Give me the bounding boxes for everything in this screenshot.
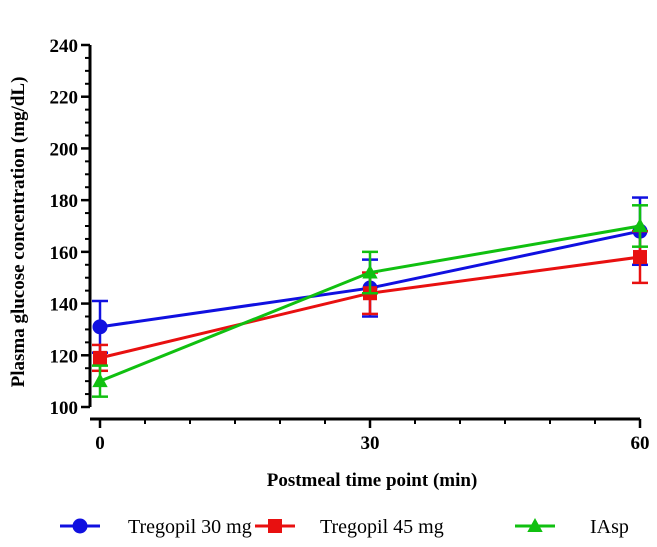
data-point (93, 350, 107, 365)
legend-item-1: Tregopil 30 mg (60, 516, 252, 538)
y-tick-label: 140 (50, 295, 79, 316)
data-point (632, 218, 648, 232)
legend-item-2: Tregopil 45 mg (255, 516, 444, 538)
series-layer (92, 196, 648, 398)
y-tick-label: 160 (50, 243, 79, 264)
legend-item-3: IAsp (515, 516, 629, 538)
y-tick-label: 100 (50, 398, 79, 419)
x-tick-label: 30 (361, 433, 380, 454)
legend-marker (72, 518, 88, 534)
data-point (633, 250, 647, 265)
y-tick-label: 220 (50, 88, 79, 109)
legend: Tregopil 30 mg Tregopil 45 mg IAsp (60, 516, 629, 538)
legend-label: IAsp (590, 516, 629, 538)
data-point (92, 373, 108, 388)
y-tick-label: 200 (50, 139, 79, 160)
legend-label: Tregopil 30 mg (128, 516, 252, 538)
x-axis-title: Postmeal time point (min) (267, 470, 478, 491)
legend-label: Tregopil 45 mg (320, 516, 444, 538)
x-tick-label: 0 (95, 433, 105, 454)
ticks: 100 120 140 160 180 200 220 240 0 30 60 (50, 36, 650, 454)
series-3 (92, 204, 648, 398)
y-axis-title: Plasma glucose concentration (mg/dL) (8, 77, 29, 388)
x-tick-label: 60 (631, 433, 650, 454)
y-tick-label: 240 (50, 36, 79, 57)
data-point (362, 264, 378, 279)
y-tick-label: 120 (50, 346, 79, 367)
y-tick-label: 180 (50, 191, 79, 212)
data-point (92, 319, 108, 335)
legend-marker (268, 519, 282, 533)
axes (88, 45, 640, 421)
legend-marker (527, 518, 543, 532)
